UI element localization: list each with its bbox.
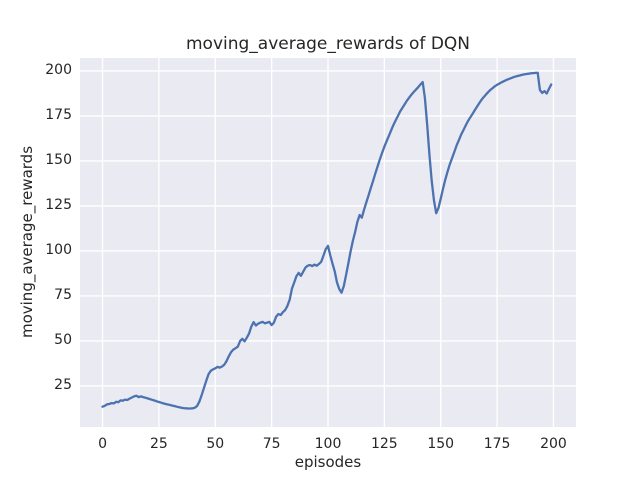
y-tick-label: 150 (45, 151, 72, 168)
series-line-dqn (101, 71, 553, 410)
x-tick-label: 100 (314, 436, 342, 452)
y-tick-label: 50 (54, 331, 72, 348)
x-tick-label: 50 (206, 436, 225, 452)
y-tick-label: 175 (45, 106, 72, 123)
x-tick-label: 0 (98, 436, 107, 452)
x-tick-label: 200 (540, 436, 567, 452)
x-tick-label: 175 (483, 436, 511, 452)
x-tick-label: 25 (149, 436, 168, 452)
y-tick-label: 125 (45, 196, 72, 213)
y-tick-label: 200 (45, 61, 72, 78)
x-tick-label: 75 (262, 436, 281, 452)
x-axis-label: episodes (294, 453, 362, 471)
chart-title: moving_average_rewards of DQN (185, 34, 471, 54)
x-tick-label: 125 (370, 436, 398, 452)
y-tick-label: 25 (54, 376, 72, 393)
y-tick-label: 75 (54, 286, 72, 303)
y-tick-label: 100 (45, 241, 72, 258)
x-tick-label: 150 (427, 436, 455, 452)
